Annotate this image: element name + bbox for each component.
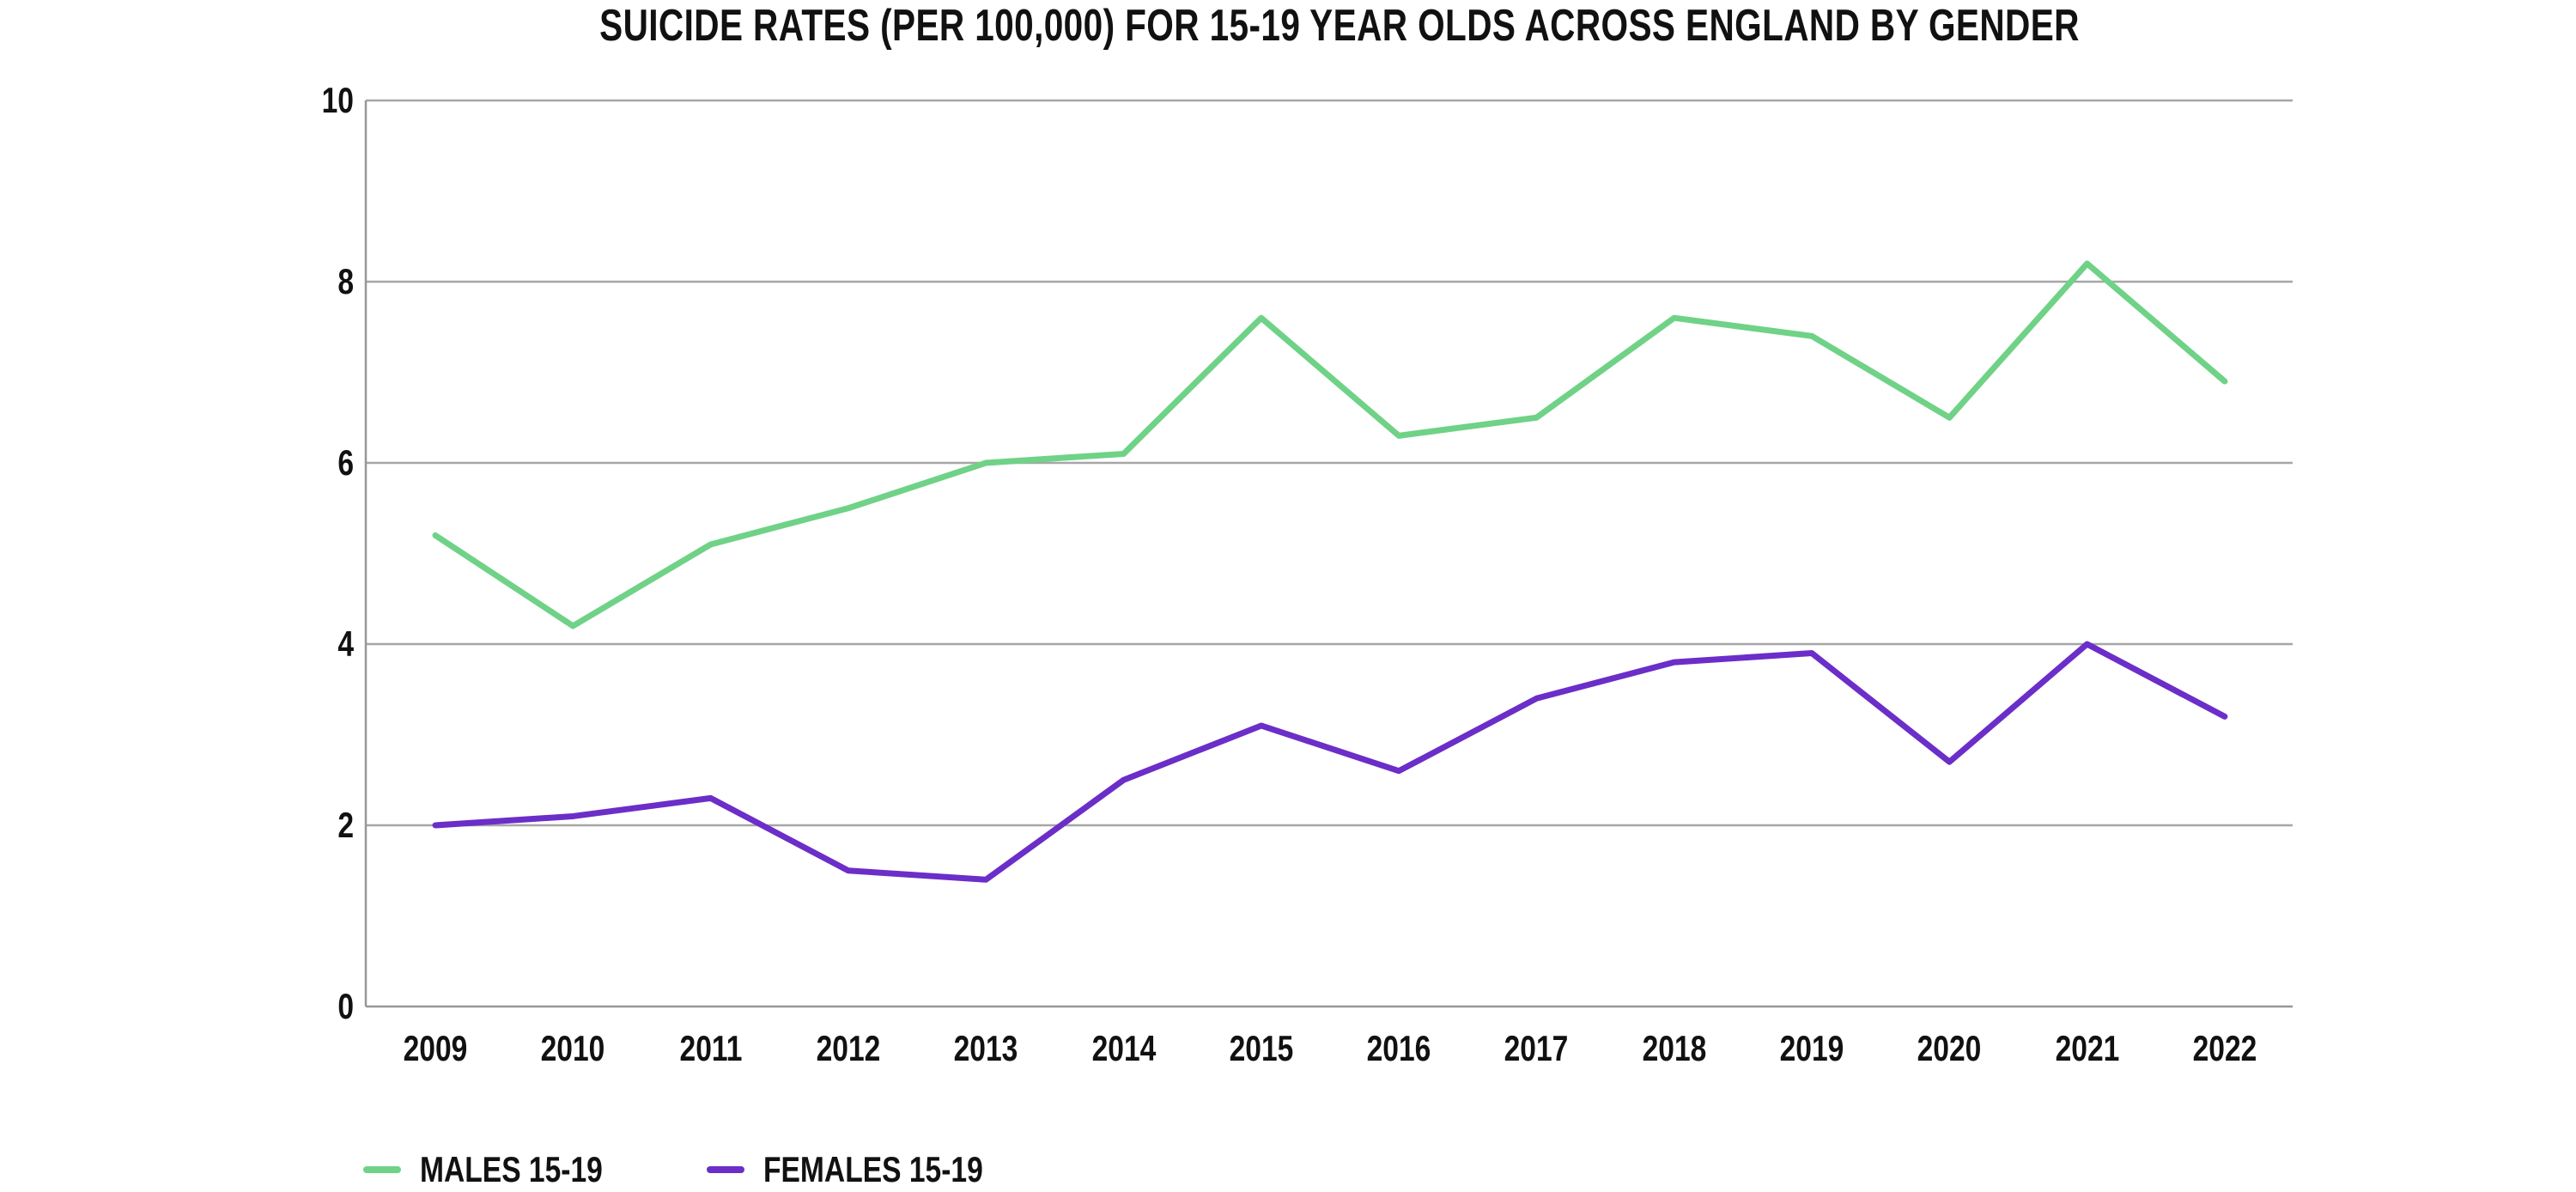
x-tick-label-2014: 2014: [1091, 1028, 1156, 1068]
x-tick-label-2009: 2009: [403, 1028, 468, 1068]
legend: MALES 15-19 FEMALES 15-19: [363, 1151, 1038, 1189]
legend-label: MALES 15-19: [420, 1149, 603, 1189]
x-tick-label-2017: 2017: [1504, 1028, 1569, 1068]
y-tick-label-0: 0: [337, 986, 354, 1026]
legend-swatch-icon: [707, 1166, 745, 1173]
x-tick-label-2012: 2012: [816, 1028, 881, 1068]
chart-title: SUICIDE RATES (PER 100,000) FOR 15-19 YE…: [599, 1, 2080, 51]
x-tick-label-2015: 2015: [1229, 1028, 1294, 1068]
y-tick-label-6: 6: [337, 442, 354, 483]
series-line-females-15-19: [432, 641, 2228, 883]
x-tick-label-2021: 2021: [2055, 1028, 2119, 1068]
y-tick-label-4: 4: [337, 623, 354, 664]
x-tick-label-2011: 2011: [679, 1028, 743, 1068]
series-line-males-15-19: [432, 260, 2228, 629]
legend-item-males-15-19: MALES 15-19: [363, 1151, 648, 1189]
y-tick-label-10: 10: [321, 80, 354, 120]
legend-item-females-15-19: FEMALES 15-19: [707, 1151, 1038, 1189]
y-tick-label-2: 2: [337, 805, 354, 845]
x-tick-label-2010: 2010: [540, 1028, 605, 1068]
x-tick-label-2020: 2020: [1917, 1028, 1982, 1068]
plot-svg: [364, 99, 2293, 1008]
x-tick-label-2016: 2016: [1366, 1028, 1431, 1068]
x-tick-label-2013: 2013: [953, 1028, 1018, 1068]
x-tick-label-2019: 2019: [1779, 1028, 1844, 1068]
legend-swatch-icon: [363, 1166, 401, 1173]
plot-area: [364, 99, 2293, 1008]
x-tick-label-2022: 2022: [2192, 1028, 2257, 1068]
legend-label: FEMALES 15-19: [763, 1149, 983, 1189]
x-tick-label-2018: 2018: [1642, 1028, 1707, 1068]
y-tick-label-8: 8: [337, 261, 354, 301]
